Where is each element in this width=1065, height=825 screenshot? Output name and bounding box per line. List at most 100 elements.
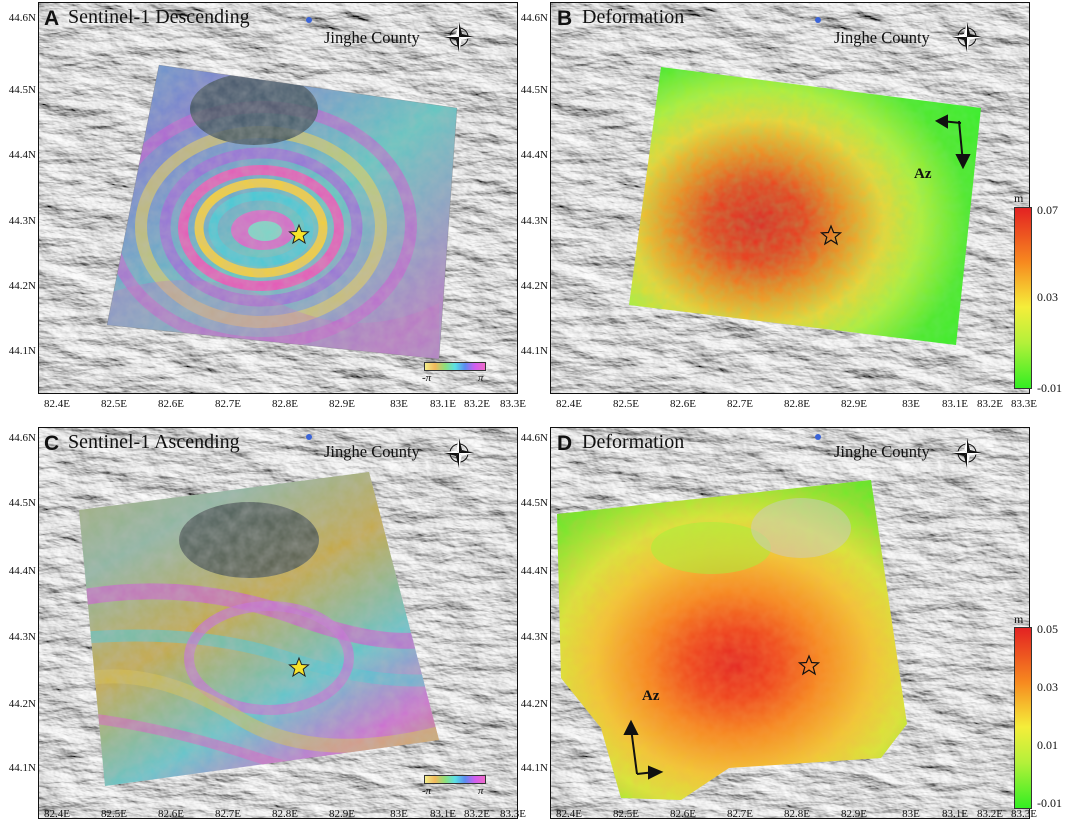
colorbar-unit: m — [1014, 612, 1024, 626]
lon-tick: 83.3E — [1011, 398, 1037, 410]
colorbar-label: 0.07 — [1037, 203, 1058, 217]
lon-tick: 83E — [390, 808, 408, 820]
lat-tick: 44.2N — [520, 698, 548, 710]
map-a — [39, 3, 517, 393]
lon-tick: 83.2E — [464, 808, 490, 820]
panel-a: A Sentinel-1 Descending Jinghe County -π… — [0, 0, 530, 412]
lon-tick: 83.1E — [430, 398, 456, 410]
county-marker — [815, 434, 821, 440]
lat-tick: 44.3N — [520, 631, 548, 643]
lat-tick: 44.2N — [520, 280, 548, 292]
lon-tick: 82.5E — [613, 808, 639, 820]
deformation-field-d — [557, 480, 907, 800]
panel-letter: A — [44, 7, 60, 30]
county-label: Jinghe County — [324, 28, 420, 47]
flight-direction-arrows — [623, 719, 664, 780]
lon-tick: 82.8E — [784, 398, 810, 410]
map-frame-c — [38, 427, 518, 819]
lon-tick: 82.7E — [215, 808, 241, 820]
county-label: Jinghe County — [324, 442, 420, 461]
lon-tick: 82.4E — [556, 398, 582, 410]
lat-tick: 44.4N — [520, 149, 548, 161]
county-marker — [815, 17, 821, 23]
lat-tick: 44.1N — [520, 762, 548, 774]
lon-tick: 82.4E — [556, 808, 582, 820]
lon-tick: 82.9E — [329, 398, 355, 410]
lon-tick: 82.7E — [727, 808, 753, 820]
lat-tick: 44.6N — [8, 432, 36, 444]
phase-colorbar — [424, 775, 486, 784]
lon-tick: 82.7E — [215, 398, 241, 410]
lat-tick: 44.1N — [520, 345, 548, 357]
colorbar-label: 0.03 — [1037, 290, 1058, 304]
colorbar-unit: m — [1014, 191, 1024, 205]
lon-tick: 82.8E — [272, 398, 298, 410]
north-arrow-icon — [444, 22, 474, 52]
lon-tick: 83E — [902, 398, 920, 410]
lon-tick: 83.1E — [430, 808, 456, 820]
lon-tick: 82.4E — [44, 808, 70, 820]
map-c — [39, 428, 517, 818]
colorbar-label: -0.01 — [1037, 796, 1062, 810]
lon-tick: 82.5E — [101, 808, 127, 820]
lat-tick: 44.6N — [8, 12, 36, 24]
lon-tick: 83.3E — [500, 398, 526, 410]
panel-title: Sentinel-1 Ascending — [68, 431, 240, 453]
panel-title: Sentinel-1 Descending — [68, 6, 250, 28]
colorbar-label: 0.05 — [1037, 622, 1058, 636]
epicenter-star-d — [797, 654, 821, 676]
map-d — [551, 428, 1029, 818]
lat-tick: 44.2N — [8, 280, 36, 292]
county-marker — [306, 434, 312, 440]
lon-tick: 82.5E — [101, 398, 127, 410]
phase-max-label: π — [478, 785, 484, 797]
lat-tick: 44.5N — [8, 497, 36, 509]
lat-tick: 44.5N — [8, 84, 36, 96]
lon-tick: 83.3E — [500, 808, 526, 820]
map-frame-a — [38, 2, 518, 394]
deformation-colorbar — [1014, 627, 1032, 809]
phase-min-label: -π — [422, 785, 432, 797]
lat-tick: 44.3N — [8, 631, 36, 643]
lon-tick: 82.6E — [158, 808, 184, 820]
lon-tick: 83.1E — [942, 398, 968, 410]
lon-tick: 83.1E — [942, 808, 968, 820]
north-arrow-icon — [444, 438, 474, 468]
lon-tick: 82.8E — [784, 808, 810, 820]
panel-letter: D — [557, 432, 573, 455]
county-label: Jinghe County — [834, 28, 930, 47]
lon-tick: 82.9E — [841, 398, 867, 410]
lon-tick: 83.3E — [1011, 808, 1037, 820]
lon-tick: 83.2E — [977, 398, 1003, 410]
lon-tick: 83E — [390, 398, 408, 410]
map-frame-b — [550, 2, 1030, 394]
lat-tick: 44.4N — [8, 565, 36, 577]
panel-letter: C — [44, 432, 60, 455]
lat-tick: 44.4N — [8, 149, 36, 161]
colorbar-label: 0.03 — [1037, 680, 1058, 694]
lon-tick: 83E — [902, 808, 920, 820]
epicenter-star-a — [288, 223, 310, 245]
panel-title: Deformation — [582, 431, 685, 453]
lon-tick: 82.9E — [841, 808, 867, 820]
lon-tick: 82.9E — [329, 808, 355, 820]
lon-tick: 82.8E — [272, 808, 298, 820]
lat-tick: 44.2N — [8, 698, 36, 710]
lon-tick: 82.7E — [727, 398, 753, 410]
lon-tick: 82.6E — [158, 398, 184, 410]
lat-tick: 44.1N — [8, 345, 36, 357]
lon-tick: 83.2E — [464, 398, 490, 410]
panel-letter: B — [557, 7, 573, 30]
flight-direction-arrows — [934, 114, 971, 170]
lat-tick: 44.6N — [520, 12, 548, 24]
lon-tick: 82.6E — [670, 808, 696, 820]
epicenter-star-b — [819, 224, 843, 246]
panel-title: Deformation — [582, 6, 685, 28]
panel-d: D Deformation Jinghe County Az m 0.05 0.… — [521, 412, 1065, 825]
colorbar-label: 0.01 — [1037, 738, 1058, 752]
county-label: Jinghe County — [834, 442, 930, 461]
lon-tick: 83.2E — [977, 808, 1003, 820]
lat-tick: 44.3N — [8, 215, 36, 227]
azimuth-label: Az — [642, 688, 660, 704]
panel-b: B Deformation Jinghe County Az m 0.07 0.… — [521, 0, 1065, 412]
